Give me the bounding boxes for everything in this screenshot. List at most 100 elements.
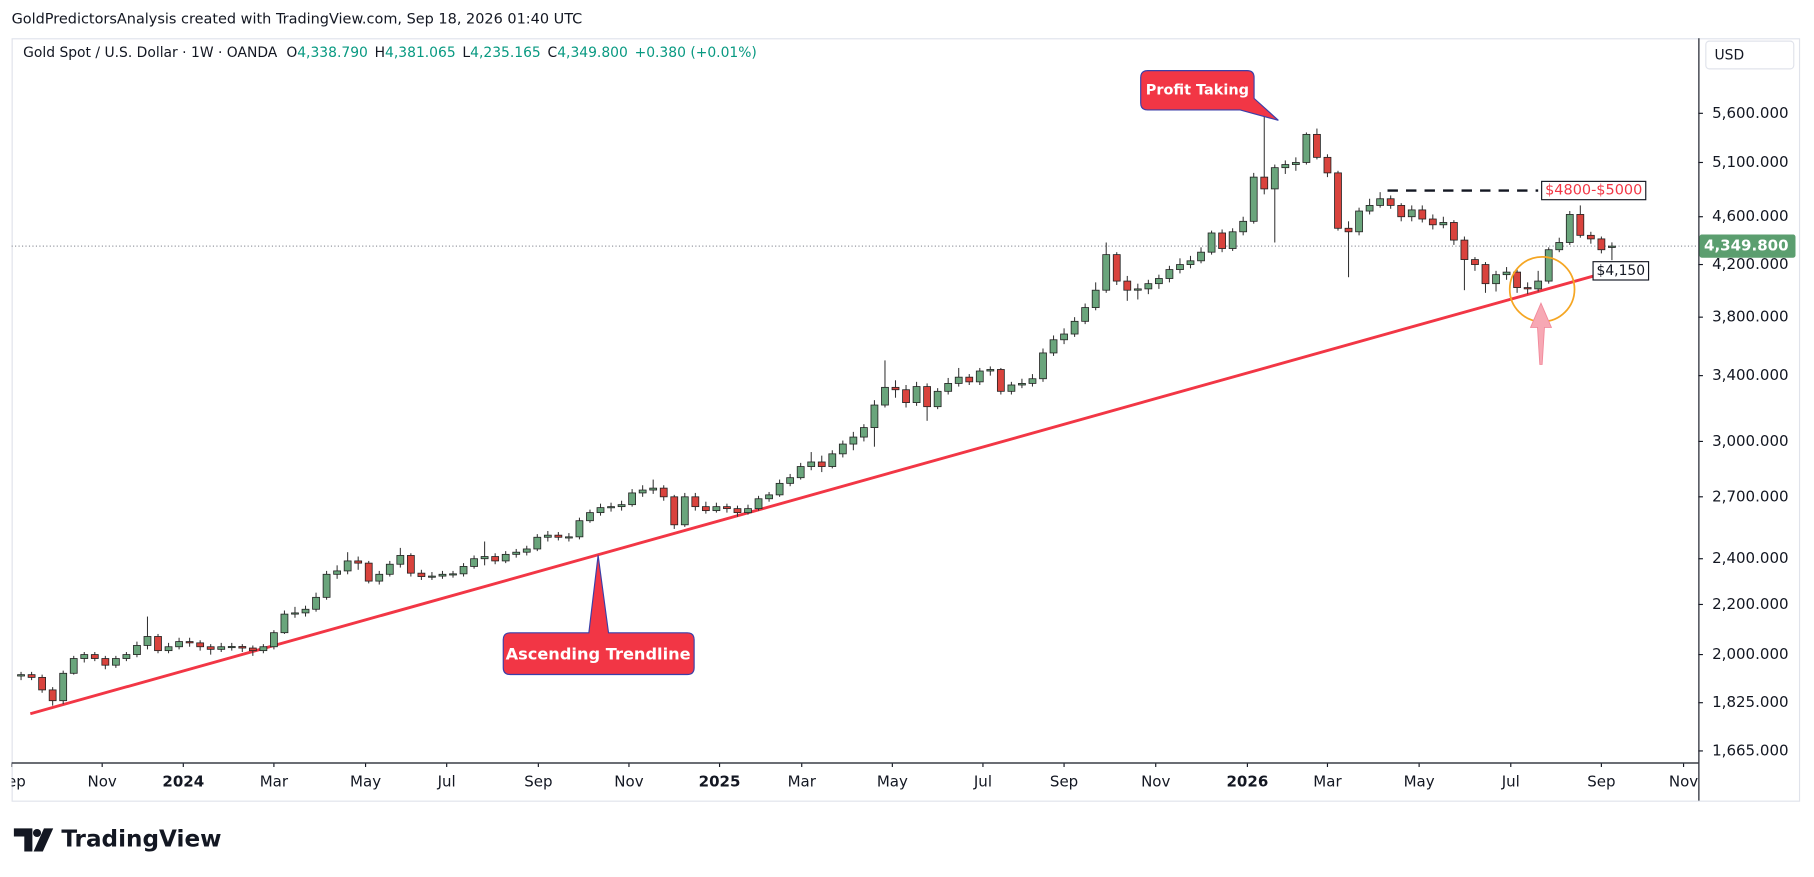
- candle-body: [933, 390, 942, 408]
- last-price-box: [1699, 234, 1796, 258]
- candle-body: [1576, 214, 1585, 236]
- time-axis: Sep Nov 2024 Mar May Jul Sep Nov 2025 Mar May Jul Se…: [0, 763, 1698, 791]
- x-tick-label: Sep: [0, 773, 26, 791]
- candle-body: [133, 645, 141, 655]
- y-tick-label: 4,600.000: [1712, 207, 1788, 225]
- candle-body: [1428, 218, 1437, 226]
- trendline-callout: Ascending Trendline: [502, 555, 695, 676]
- up-arrow: [1529, 301, 1553, 365]
- x-tick-label: Sep: [1050, 773, 1078, 791]
- x-tick-label: 2024: [162, 773, 204, 791]
- candle-body: [1112, 254, 1121, 282]
- x-tick-label: Jul: [973, 773, 992, 791]
- candle-body: [206, 646, 215, 650]
- candle-body: [1481, 264, 1490, 285]
- candle-body: [565, 536, 573, 539]
- candle-body: [48, 689, 57, 702]
- candle-body: [954, 376, 963, 384]
- y-tick-label: 4,200.000: [1712, 255, 1788, 273]
- x-tick-label: Nov: [614, 773, 643, 791]
- candle-body: [449, 573, 457, 576]
- x-tick-label: Mar: [260, 773, 289, 791]
- logo-mark: [33, 828, 54, 852]
- candle-body: [1207, 232, 1216, 253]
- legend: Gold Spot / U.S. Dollar · 1W · OANDA O4,…: [23, 45, 757, 61]
- candle-body: [1007, 384, 1016, 392]
- x-tick-label: Nov: [88, 773, 117, 791]
- candle-body: [1407, 209, 1416, 218]
- resistance-label-box: [1541, 180, 1647, 201]
- candle-body: [1176, 264, 1184, 270]
- candle-body: [248, 647, 257, 652]
- candle-body: [406, 555, 415, 574]
- candle-body: [69, 658, 78, 674]
- support-label: $4,150: [1597, 263, 1646, 279]
- candle-body: [680, 496, 689, 526]
- candle-body: [90, 654, 99, 659]
- candle-body: [1313, 133, 1321, 158]
- x-tick-label: May: [1404, 773, 1435, 791]
- candle-body: [1049, 339, 1058, 354]
- x-tick-label: Nov: [1141, 773, 1170, 791]
- candle-body: [1081, 307, 1090, 322]
- legend-value: 4,349.800: [557, 45, 628, 61]
- candle-body: [217, 646, 226, 650]
- candle-body: [1186, 260, 1195, 265]
- legend-key: C: [548, 45, 558, 61]
- candle-body: [1281, 164, 1290, 169]
- price-axis: 1,665.000 1,825.000 2,000.000 2,200.000 2,40…: [1698, 104, 1796, 759]
- candle-body: [343, 560, 352, 572]
- candle-body: [1502, 271, 1511, 276]
- candle-body: [1355, 210, 1363, 233]
- y-tick-label: 2,400.000: [1712, 549, 1788, 567]
- legend-change: +0.380 (+0.01%): [635, 45, 757, 61]
- candle-body: [1260, 176, 1269, 190]
- support-label-box: [1592, 261, 1650, 281]
- candle-body: [428, 575, 436, 578]
- x-tick-label: Mar: [788, 773, 817, 791]
- candle-body: [838, 443, 847, 455]
- candle-body: [881, 386, 889, 406]
- candle-body: [301, 608, 310, 614]
- candle-body: [27, 674, 36, 678]
- candle-body: [1376, 198, 1385, 206]
- legend-value: 4,381.065: [385, 45, 456, 61]
- candle-body: [1091, 289, 1100, 308]
- candle-body: [1197, 251, 1205, 262]
- candle-body: [870, 404, 879, 428]
- candle-body: [912, 386, 921, 403]
- candle-body: [491, 556, 500, 562]
- candle-body: [522, 548, 531, 553]
- candle-body: [670, 496, 679, 526]
- candle-body: [501, 553, 510, 562]
- currency-box[interactable]: [1705, 40, 1795, 70]
- candle-body: [1270, 167, 1279, 190]
- chart-frame: [11, 38, 1801, 802]
- candle-body: [691, 496, 700, 508]
- x-tick-label: 2025: [699, 773, 741, 791]
- candle-body: [1155, 278, 1163, 285]
- candle-body: [1597, 238, 1606, 251]
- candle-body: [1133, 288, 1142, 291]
- x-tick-label: Sep: [1587, 773, 1615, 791]
- candle-body: [333, 570, 341, 575]
- candle-body: [1239, 220, 1248, 233]
- callout-text: Profit Taking: [1146, 82, 1249, 98]
- candle-body: [1218, 232, 1226, 249]
- candle-body: [1344, 227, 1353, 233]
- candle-body: [459, 566, 468, 575]
- x-tick-label: May: [877, 773, 908, 791]
- candle-body: [375, 573, 384, 582]
- candle-body: [1039, 352, 1047, 380]
- brand: TradingView: [61, 826, 221, 852]
- candle-body: [1228, 231, 1237, 249]
- candle-body: [1323, 156, 1332, 174]
- candle-body: [396, 555, 405, 565]
- candle-body: [185, 641, 194, 644]
- symbol: Gold Spot / U.S. Dollar · 1W · OANDA: [23, 45, 278, 61]
- candle-body: [438, 573, 447, 577]
- legend-value: 4,235.165: [470, 45, 541, 61]
- currency: USD: [1715, 48, 1745, 64]
- legend-key: H: [375, 45, 385, 61]
- candle-body: [828, 453, 837, 467]
